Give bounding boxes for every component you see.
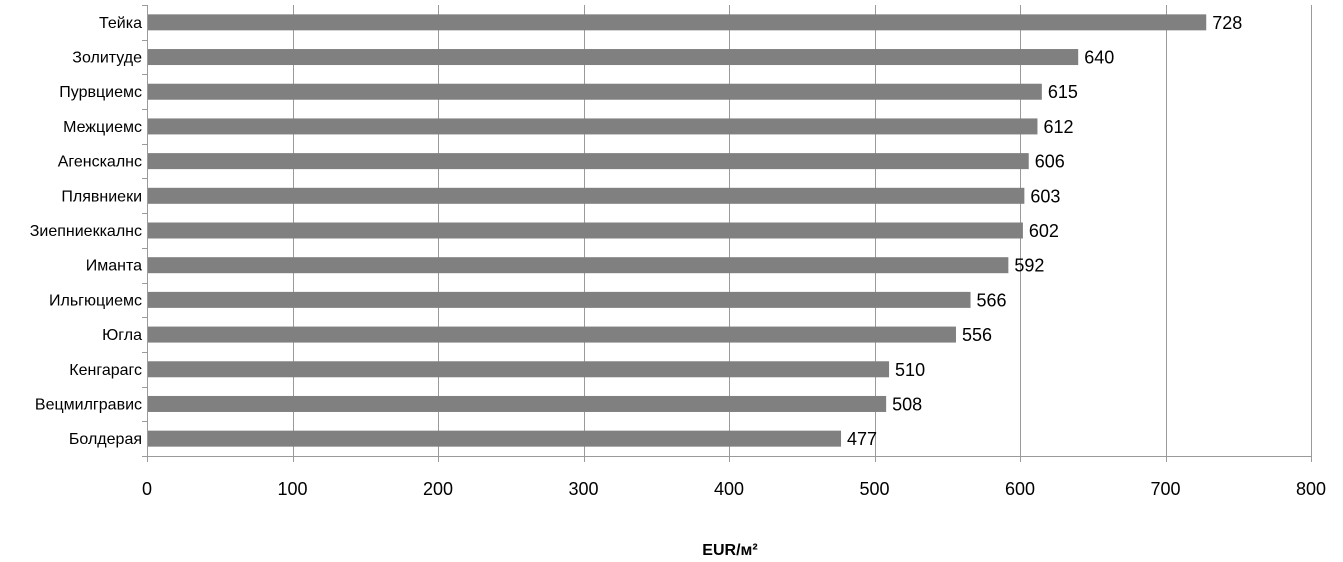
data-label: 510 [895, 360, 925, 380]
category-labels: Тейка Золитуде Пурвциемс Межциемс Агенскалнс… [30, 15, 142, 448]
category-label: Межциемс [63, 119, 142, 136]
x-tick-label: 300 [568, 479, 598, 499]
bar [148, 361, 890, 378]
data-labels: 728 640 615 612 606 603 602 592 566 556 510 508 477 [847, 13, 1242, 449]
data-label: 602 [1029, 221, 1059, 241]
category-label: Болдерая [69, 431, 142, 448]
data-label: 566 [977, 290, 1007, 310]
x-tick-label: 200 [423, 479, 453, 499]
x-tick-label: 600 [1005, 479, 1035, 499]
x-axis-title: EUR/м² [702, 542, 757, 559]
data-label: 603 [1030, 186, 1060, 206]
bar [148, 291, 971, 308]
bar [148, 326, 956, 343]
data-label: 728 [1212, 13, 1242, 33]
axes [142, 5, 1312, 462]
category-label: Тейка [99, 15, 142, 32]
x-tick-label: 0 [142, 479, 152, 499]
bar [148, 257, 1009, 274]
category-label: Пурвциемс [59, 84, 142, 101]
category-label: Кенгарагс [69, 362, 142, 379]
bar-series [148, 14, 1207, 447]
bar [148, 153, 1029, 170]
x-tick-label: 500 [859, 479, 889, 499]
category-label: Агенскалнс [58, 154, 142, 171]
data-label: 615 [1048, 82, 1078, 102]
x-tick-label: 800 [1296, 479, 1326, 499]
category-label: Югла [102, 327, 142, 344]
bar [148, 187, 1025, 204]
x-tick-label: 700 [1150, 479, 1180, 499]
bar [148, 14, 1207, 31]
bar [148, 49, 1079, 66]
bar [148, 430, 842, 447]
category-label: Золитуде [72, 50, 142, 67]
category-label: Зиепниеккалнс [30, 223, 142, 240]
category-label: Плявниеки [61, 188, 142, 205]
bar [148, 83, 1042, 100]
bar [148, 222, 1023, 239]
x-tick-label: 100 [277, 479, 307, 499]
data-label: 508 [892, 394, 922, 414]
data-label: 640 [1084, 48, 1114, 68]
category-label: Иманта [86, 258, 142, 275]
data-label: 606 [1035, 152, 1065, 172]
data-label: 612 [1043, 117, 1073, 137]
category-label: Вецмилгравис [35, 396, 142, 413]
x-tick-labels: 0 100 200 300 400 500 600 700 800 [142, 479, 1326, 499]
data-label: 556 [962, 325, 992, 345]
bar [148, 395, 887, 412]
bar [148, 118, 1038, 135]
x-tick-label: 400 [714, 479, 744, 499]
category-label: Ильгюциемс [49, 292, 142, 309]
data-label: 592 [1014, 256, 1044, 276]
data-label: 477 [847, 429, 877, 449]
